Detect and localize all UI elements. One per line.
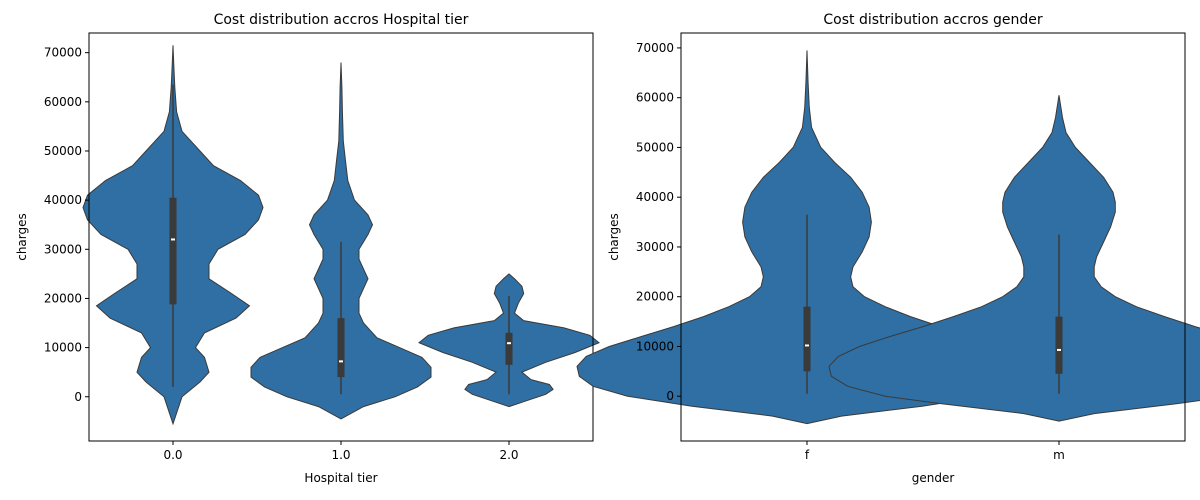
y-tick-label: 30000 [636,240,674,254]
violin-median [1057,348,1061,351]
y-tick-label: 60000 [44,95,82,109]
y-axis-label: charges [15,213,29,261]
y-tick-label: 10000 [636,339,674,353]
y-tick-label: 50000 [636,140,674,154]
violin-median [339,360,343,363]
x-axis-label: Hospital tier [304,471,377,485]
y-tick-label: 0 [74,390,82,404]
x-tick-label: 1.0 [331,448,350,462]
x-tick-label: 2.0 [499,448,518,462]
y-tick-label: 0 [666,389,674,403]
chart-title: Cost distribution accros Hospital tier [214,12,469,28]
violin-iqr-box [337,318,345,378]
chart-hospital-tier: Cost distribution accros Hospital tier 0 1… [15,12,600,485]
y-tick-label: 20000 [636,290,674,304]
y-tick-label: 70000 [44,46,82,60]
x-tick-label: 0.0 [163,448,182,462]
x-axis-label: gender [912,471,955,485]
violin-iqr-box [169,197,177,305]
violin-iqr-box [505,332,513,365]
y-tick-label: 70000 [636,41,674,55]
y-axis-label: charges [607,213,621,261]
y-tick-label: 40000 [44,193,82,207]
chart-title: Cost distribution accros gender [823,12,1042,28]
x-tick-label: m [1053,448,1065,462]
violin-iqr-box [1055,316,1063,374]
y-tick-label: 50000 [44,144,82,158]
y-tick-label: 40000 [636,190,674,204]
chart-gender: Cost distribution accros gender 0 10000 200… [576,12,1200,485]
violin-m [828,95,1200,422]
violin-median [805,344,809,347]
y-tick-label: 20000 [44,291,82,305]
plot-frame [680,32,1186,442]
violin-iqr-box [803,306,811,372]
violin-median [507,342,511,345]
violin-median [171,238,175,241]
y-tick-label: 60000 [636,91,674,105]
violin-1.0 [250,62,432,420]
y-tick-label: 10000 [44,341,82,355]
x-tick-label: f [805,448,810,462]
y-tick-label: 30000 [44,242,82,256]
